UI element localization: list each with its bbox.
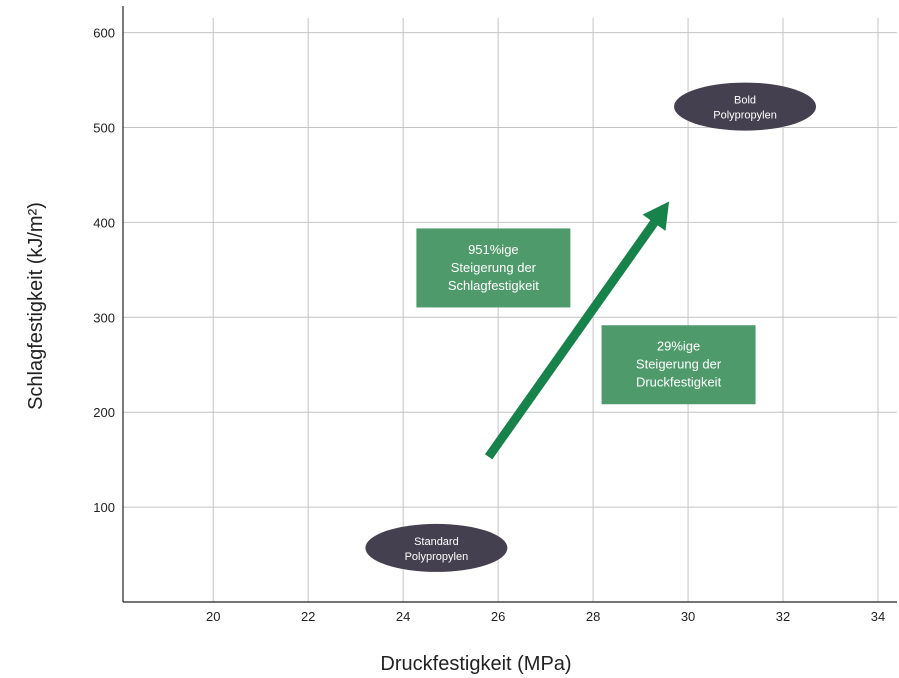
chart-marks: 951%ige Steigerung der Schlagfestigkeit 29%… — [365, 82, 817, 572]
annotation-text: Steigerung der — [636, 357, 722, 372]
annotation-text: Druckfestigkeit — [636, 375, 722, 390]
tick-labels: 20 22 24 26 28 30 32 34 100 200 300 400 500 600 — [93, 26, 885, 624]
data-point-label: Bold — [734, 95, 756, 107]
annotation-box: 29%ige Steigerung der Druckfestigkeit — [601, 325, 756, 405]
axes — [122, 6, 897, 603]
y-axis-title: Schlagfestigkeit (kJ/m²) — [25, 202, 47, 410]
y-tick-label: 200 — [93, 405, 115, 420]
y-tick-label: 600 — [93, 26, 115, 41]
x-tick-label: 32 — [776, 609, 790, 624]
data-point-label: Standard — [414, 536, 459, 548]
data-point-marker — [365, 523, 508, 572]
annotation-text: 29%ige — [657, 339, 700, 354]
annotation-background — [601, 325, 756, 405]
y-tick-label: 400 — [93, 215, 115, 230]
x-axis-title: Druckfestigkeit (MPa) — [380, 653, 571, 675]
x-tick-label: 20 — [206, 609, 220, 624]
annotation-background — [416, 228, 571, 308]
x-tick-label: 26 — [491, 609, 505, 624]
annotation-box: 951%ige Steigerung der Schlagfestigkeit — [416, 228, 571, 308]
data-point-label: Polypropylen — [405, 551, 469, 563]
y-tick-label: 500 — [93, 120, 115, 135]
annotation-text: Schlagfestigkeit — [448, 278, 539, 293]
data-point-marker — [674, 82, 817, 131]
data-point-label: Polypropylen — [713, 110, 777, 122]
data-point: Standard Polypropylen — [365, 523, 508, 572]
x-tick-label: 28 — [586, 609, 600, 624]
y-tick-label: 300 — [93, 310, 115, 325]
y-tick-label: 100 — [93, 500, 115, 515]
annotation-text: 951%ige — [468, 242, 519, 257]
x-tick-label: 24 — [396, 609, 410, 624]
x-tick-label: 30 — [681, 609, 695, 624]
data-point: Bold Polypropylen — [674, 82, 817, 131]
annotation-text: Steigerung der — [451, 260, 537, 275]
improvement-arrow-head — [642, 201, 670, 231]
x-tick-label: 22 — [301, 609, 315, 624]
x-tick-label: 34 — [871, 609, 885, 624]
improvement-arrow-shaft — [484, 218, 659, 460]
